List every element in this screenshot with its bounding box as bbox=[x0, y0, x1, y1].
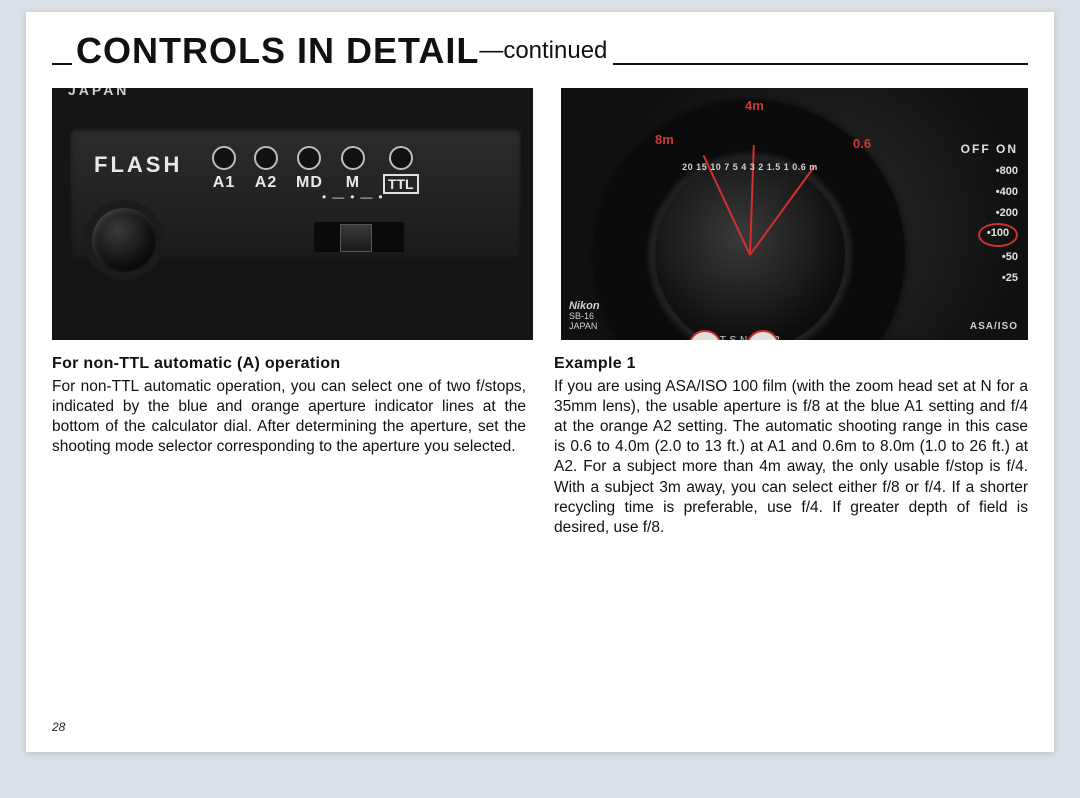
mode-led-icon bbox=[254, 146, 278, 170]
subheading-nonttl: For non-TTL automatic (A) operation bbox=[52, 354, 526, 375]
callout-4m: 4m bbox=[745, 98, 764, 113]
mode-ttl: TTL bbox=[383, 146, 419, 194]
iso-800: •800 bbox=[928, 161, 1018, 182]
mode-led-icon bbox=[341, 146, 365, 170]
iso-100-value: •100 bbox=[978, 223, 1018, 247]
mode-label: A2 bbox=[255, 174, 277, 191]
joystick-icon bbox=[92, 208, 156, 272]
aperture-scale: 22 16 11 8 5.6 4 2.8 2 bbox=[637, 330, 811, 340]
ap-8-circled: 8 bbox=[688, 330, 722, 340]
callout-8m: 8m bbox=[655, 132, 674, 147]
title-rule-left bbox=[52, 63, 72, 65]
mode-md: MD bbox=[296, 146, 323, 192]
manual-page: CONTROLS IN DETAIL —continued JAPAN FLAS… bbox=[26, 12, 1054, 752]
japan-label: JAPAN bbox=[68, 88, 129, 98]
title-rule-right bbox=[613, 63, 1028, 65]
iso-switch-panel: OFF ON •800 •400 •200 •100 •50 •25 bbox=[928, 138, 1018, 289]
ap-4-circled: 4 bbox=[746, 330, 780, 340]
figure-row: JAPAN FLASH A1 A2 MD M bbox=[52, 88, 1028, 340]
body-text-row: For non-TTL automatic (A) operation For … bbox=[52, 350, 1028, 538]
left-column: For non-TTL automatic (A) operation For … bbox=[52, 350, 526, 538]
body-nonttl: For non-TTL automatic operation, you can… bbox=[52, 378, 526, 455]
iso-200: •200 bbox=[928, 203, 1018, 224]
mode-label: A1 bbox=[213, 174, 235, 191]
dial-distance-scale: 20 15 10 7 5 4 3 2 1.5 1 0.6 m bbox=[595, 162, 905, 172]
page-title-row: CONTROLS IN DETAIL —continued bbox=[52, 12, 1028, 80]
page-number: 28 bbox=[52, 720, 65, 734]
mode-a2: A2 bbox=[254, 146, 278, 192]
origin: JAPAN bbox=[569, 321, 597, 331]
page-title: CONTROLS IN DETAIL bbox=[72, 30, 483, 72]
subheading-example1: Example 1 bbox=[554, 354, 1028, 375]
mode-bracket: •—•—• bbox=[322, 190, 389, 204]
mode-label: M bbox=[346, 174, 360, 191]
iso-50: •50 bbox=[928, 247, 1018, 268]
flash-text: FLASH bbox=[94, 152, 182, 178]
off-on-label: OFF ON bbox=[928, 138, 1018, 161]
nikon-badge: Nikon SB-16 JAPAN bbox=[569, 300, 600, 332]
right-column: Example 1 If you are using ASA/ISO 100 f… bbox=[554, 350, 1028, 538]
mode-slider bbox=[314, 222, 404, 252]
asa-iso-label: ASA/ISO bbox=[970, 321, 1018, 332]
iso-100-circled: •100 bbox=[928, 223, 1018, 247]
mode-led-icon bbox=[212, 146, 236, 170]
mode-label: MD bbox=[296, 174, 323, 191]
mode-row: A1 A2 MD M TTL bbox=[212, 146, 419, 194]
mode-m: M bbox=[341, 146, 365, 192]
mode-a1: A1 bbox=[212, 146, 236, 192]
body-example1: If you are using ASA/ISO 100 film (with … bbox=[554, 378, 1028, 536]
mode-led-icon bbox=[389, 146, 413, 170]
dial: 8m 4m 0.6 20 15 10 7 5 4 3 2 1.5 1 0.6 m… bbox=[595, 100, 905, 340]
model: SB-16 bbox=[569, 311, 594, 321]
iso-400: •400 bbox=[928, 182, 1018, 203]
callout-06: 0.6 bbox=[853, 136, 871, 151]
mode-led-icon bbox=[297, 146, 321, 170]
iso-25: •25 bbox=[928, 268, 1018, 289]
flash-panel-photo: JAPAN FLASH A1 A2 MD M bbox=[52, 88, 533, 340]
calculator-dial-photo: 8m 4m 0.6 20 15 10 7 5 4 3 2 1.5 1 0.6 m… bbox=[561, 88, 1028, 340]
page-title-continued: —continued bbox=[479, 37, 613, 65]
